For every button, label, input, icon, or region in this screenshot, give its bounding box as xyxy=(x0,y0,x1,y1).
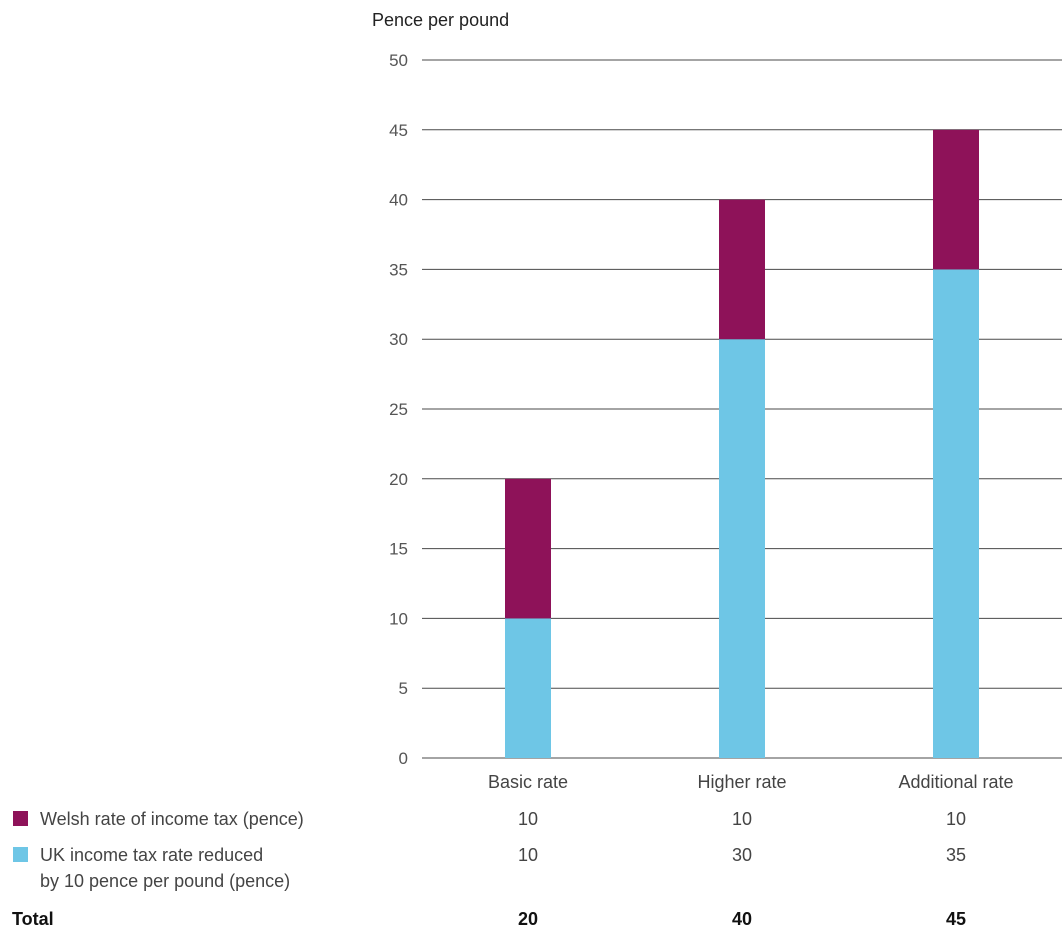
total-value: 45 xyxy=(946,909,966,929)
x-tick-label: Additional rate xyxy=(898,772,1013,792)
bars xyxy=(505,129,979,758)
bar-segment xyxy=(505,478,551,619)
x-tick-label: Higher rate xyxy=(697,772,786,792)
category-labels: Basic rate Higher rate Additional rate xyxy=(488,772,1014,792)
total-value: 20 xyxy=(518,909,538,929)
legend-table: Welsh rate of income tax (pence) 10 10 10 UK… xyxy=(12,809,966,929)
legend-label: by 10 pence per pound (pence) xyxy=(40,871,290,891)
data-label: 10 xyxy=(946,809,966,829)
y-tick-label: 30 xyxy=(389,330,408,349)
totals-label: Total xyxy=(12,909,54,929)
legend-swatch xyxy=(13,811,28,826)
y-tick-label: 0 xyxy=(399,749,408,768)
data-label: 10 xyxy=(732,809,752,829)
bar-segment xyxy=(505,618,551,758)
y-tick-labels: 0 5 10 15 20 25 30 35 40 45 50 xyxy=(389,51,408,768)
legend-swatch xyxy=(13,847,28,862)
data-label: 10 xyxy=(518,845,538,865)
y-tick-label: 50 xyxy=(389,51,408,70)
x-tick-label: Basic rate xyxy=(488,772,568,792)
bar-segment xyxy=(719,339,765,758)
bar-segment xyxy=(933,129,979,270)
y-tick-label: 40 xyxy=(389,191,408,210)
y-tick-label: 5 xyxy=(399,679,408,698)
y-tick-label: 10 xyxy=(389,609,408,628)
data-label: 10 xyxy=(518,809,538,829)
legend-label: Welsh rate of income tax (pence) xyxy=(40,809,304,829)
y-tick-label: 25 xyxy=(389,400,408,419)
y-tick-label: 45 xyxy=(389,121,408,140)
data-label: 35 xyxy=(946,845,966,865)
y-axis-label: Pence per pound xyxy=(372,10,509,30)
bar-segment xyxy=(933,269,979,758)
y-tick-label: 15 xyxy=(389,540,408,559)
bar-segment xyxy=(719,199,765,340)
total-value: 40 xyxy=(732,909,752,929)
legend-label: UK income tax rate reduced xyxy=(40,845,263,865)
y-tick-label: 20 xyxy=(389,470,408,489)
y-tick-label: 35 xyxy=(389,260,408,279)
data-label: 30 xyxy=(732,845,752,865)
